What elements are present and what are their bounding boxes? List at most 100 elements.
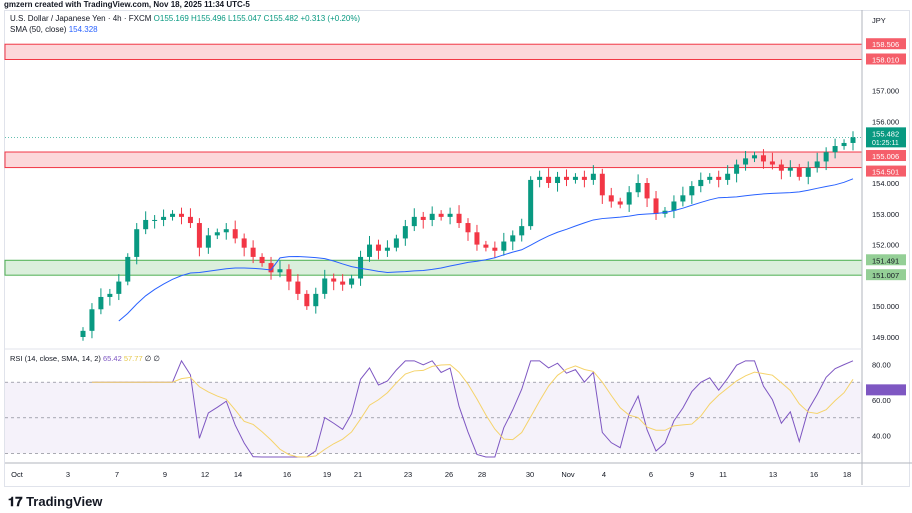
time-tick-label: 12 — [201, 470, 209, 479]
candle-body — [680, 195, 686, 202]
zone-price-tag — [866, 38, 906, 50]
candle-body — [841, 142, 847, 147]
chart-frame — [4, 10, 910, 487]
countdown-label: 01:25:11 — [872, 140, 899, 147]
symbol-title[interactable]: U.S. Dollar / Japanese Yen · 4h · FXCM — [10, 14, 152, 23]
candle-body — [590, 173, 596, 180]
zone-price-tag — [866, 269, 906, 281]
candle-body — [752, 155, 758, 159]
candle-body — [796, 167, 802, 177]
support-zone — [4, 259, 863, 276]
tradingview-logo: 𝟏𝟕 TradingView — [8, 494, 103, 509]
candle-body — [384, 247, 390, 251]
candle-body — [250, 247, 256, 257]
candle-body — [805, 167, 811, 177]
candle-body — [152, 219, 158, 221]
sma-label[interactable]: SMA (50, close) — [10, 25, 67, 34]
candle-body — [707, 176, 713, 180]
candle-body — [671, 201, 677, 211]
candle-body — [572, 176, 578, 180]
time-tick-label: 16 — [810, 470, 818, 479]
time-tick-label: 16 — [283, 470, 291, 479]
candle-body — [170, 213, 176, 217]
candle-body — [716, 176, 722, 180]
candle-body — [814, 161, 820, 168]
candle-body — [689, 186, 695, 196]
candle-body — [528, 179, 534, 227]
rsi-line — [91, 359, 854, 458]
candle-body — [223, 229, 229, 233]
time-tick-label: 13 — [769, 470, 777, 479]
candle-body — [125, 256, 131, 282]
candle-body — [322, 278, 328, 294]
candle-body — [313, 293, 319, 307]
candle-body — [599, 173, 605, 196]
time-tick-label: 14 — [234, 470, 242, 479]
candle-body — [205, 235, 211, 248]
time-tick-label: 6 — [649, 470, 653, 479]
candle-body — [456, 213, 462, 224]
price-tick-label: 154.000 — [872, 179, 899, 188]
ohlc-high: H155.496 — [191, 14, 226, 23]
candle-body — [635, 183, 641, 193]
time-tick-label: 7 — [115, 470, 119, 479]
candle-body — [787, 167, 793, 171]
time-tick-label: 9 — [163, 470, 167, 479]
candle-body — [134, 229, 140, 257]
candle-body — [438, 213, 444, 217]
resistance-zone — [4, 151, 863, 169]
price-tick-label: 150.000 — [872, 302, 899, 311]
candle-body — [331, 278, 337, 282]
candle-body — [187, 216, 193, 224]
candle-body — [161, 216, 167, 220]
candle-body — [295, 281, 301, 294]
candle-body — [734, 164, 740, 174]
time-tick-label: 3 — [66, 470, 70, 479]
time-tick-label: 30 — [526, 470, 534, 479]
candle-body — [116, 281, 122, 294]
time-tick-label: 4 — [602, 470, 606, 479]
candle-body — [340, 281, 346, 285]
candle-body — [608, 195, 614, 202]
candle-body — [519, 226, 525, 236]
candle-body — [823, 152, 829, 162]
rsi-label[interactable]: RSI (14, close, SMA, 14, 2) 65.42 57.77 … — [10, 354, 160, 363]
candle-body — [98, 296, 104, 310]
rsi-value-tag — [866, 384, 906, 396]
candle-body — [698, 179, 704, 187]
candle-body — [537, 176, 543, 180]
time-tick-label: Nov — [561, 470, 575, 479]
candle-body — [626, 192, 632, 205]
time-tick-label: 18 — [843, 470, 851, 479]
sma-line — [118, 178, 854, 322]
time-tick-label: 23 — [404, 470, 412, 479]
time-tick-label: 28 — [478, 470, 486, 479]
candle-body — [617, 201, 623, 205]
zone-price-label: 151.007 — [872, 271, 899, 280]
price-tick-label: 157.000 — [872, 87, 899, 96]
candle-body — [555, 176, 561, 183]
last-price-label: 155.482 — [872, 129, 899, 138]
zone-price-tag — [866, 53, 906, 65]
candle-body — [268, 263, 274, 273]
candle-body — [653, 198, 659, 214]
candle-body — [259, 256, 265, 264]
price-tick-label: 152.000 — [872, 241, 899, 250]
candle-body — [474, 232, 480, 245]
time-tick-label: 19 — [323, 470, 331, 479]
candle-body — [80, 330, 86, 337]
time-tick-label: 11 — [719, 470, 727, 479]
price-tick-label: 153.000 — [872, 210, 899, 219]
zone-price-tag — [866, 254, 906, 266]
rsi-tick-label: 40.00 — [872, 432, 891, 441]
candle-body — [196, 223, 202, 248]
candle-body — [850, 137, 856, 143]
currency-label: JPY — [872, 16, 886, 25]
candle-body — [510, 235, 516, 242]
candle-body — [107, 293, 113, 297]
candle-body — [778, 164, 784, 171]
last-price-tag — [866, 127, 906, 148]
symbol-legend: U.S. Dollar / Japanese Yen · 4h · FXCM O… — [10, 13, 360, 35]
zone-price-label: 158.010 — [872, 55, 899, 64]
